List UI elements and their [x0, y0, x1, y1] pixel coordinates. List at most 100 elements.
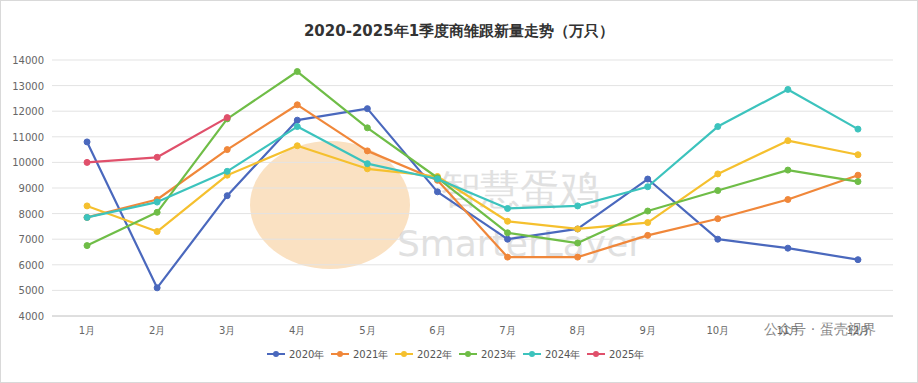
x-tick-label: 5月: [359, 325, 375, 336]
series-point: [645, 220, 651, 226]
series-point: [154, 199, 160, 205]
series-point: [855, 126, 861, 132]
chart: 2020-2025年1季度商雏跟新量走势（万只）智慧蛋鸡SmarterLayer…: [0, 0, 918, 383]
y-tick-label: 8000: [19, 209, 44, 220]
series-point: [154, 285, 160, 291]
grid-line: [52, 290, 893, 291]
series-point: [715, 236, 721, 242]
legend-label: 2021年: [353, 349, 388, 360]
series-point: [224, 193, 230, 199]
series-line: [87, 89, 858, 217]
series-point: [224, 147, 230, 153]
series-point: [434, 189, 440, 195]
series-point: [84, 139, 90, 145]
series-point: [785, 245, 791, 251]
series-line: [87, 141, 858, 232]
series-point: [715, 171, 721, 177]
y-tick-label: 9000: [19, 183, 44, 194]
x-tick-label: 12月: [847, 325, 870, 336]
series-point: [84, 159, 90, 165]
series-point: [645, 232, 651, 238]
annotation: 公众号 · 蛋壳视界: [764, 321, 875, 337]
series-point: [855, 179, 861, 185]
series-point: [645, 184, 651, 190]
series-point: [84, 214, 90, 220]
series-point: [364, 148, 370, 154]
series-point: [715, 216, 721, 222]
watermark-shape: [250, 141, 410, 269]
x-tick-label: 2月: [149, 325, 165, 336]
series-point: [84, 214, 90, 220]
y-tick-label: 11000: [12, 132, 44, 143]
y-tick-label: 7000: [19, 234, 44, 245]
series-point: [294, 124, 300, 130]
legend-marker: [593, 351, 599, 357]
series-point: [715, 188, 721, 194]
series-point: [154, 209, 160, 215]
x-tick-label: 9月: [640, 325, 656, 336]
series-point: [224, 168, 230, 174]
series-point: [575, 226, 581, 232]
series-point: [224, 115, 230, 121]
y-tick-label: 12000: [12, 106, 44, 117]
series-point: [715, 124, 721, 130]
grid-line: [52, 85, 893, 86]
y-tick-label: 10000: [12, 157, 44, 168]
y-tick-label: 6000: [19, 260, 44, 271]
legend-marker: [465, 351, 471, 357]
grid-line: [52, 111, 893, 112]
x-tick-label: 8月: [569, 325, 585, 336]
plot-area: [84, 69, 861, 291]
x-tick-label: 7月: [499, 325, 515, 336]
series-point: [855, 152, 861, 158]
series-point: [785, 86, 791, 92]
series-point: [364, 161, 370, 167]
x-tick-label: 1月: [79, 325, 95, 336]
grid-line: [52, 136, 893, 137]
grid-line: [52, 264, 893, 265]
legend-label: 2022年: [417, 349, 452, 360]
legend-marker: [401, 351, 407, 357]
series-point: [645, 208, 651, 214]
x-tick-label: 11月: [777, 325, 800, 336]
series-point: [505, 205, 511, 211]
x-tick-label: 3月: [219, 325, 235, 336]
legend-marker: [273, 351, 279, 357]
title: 2020-2025年1季度商雏跟新量走势（万只）: [304, 22, 614, 40]
series-line: [87, 72, 858, 246]
series-point: [364, 125, 370, 131]
x-tick-label: 4月: [289, 325, 305, 336]
series-line: [87, 118, 227, 163]
series-point: [84, 243, 90, 249]
y-tick-label: 5000: [19, 285, 44, 296]
grid-line: [52, 162, 893, 163]
grid-line: [52, 316, 893, 317]
series-point: [505, 254, 511, 260]
series-point: [785, 167, 791, 173]
series-point: [294, 117, 300, 123]
series-point: [855, 257, 861, 263]
series-point: [785, 138, 791, 144]
series-point: [294, 143, 300, 149]
series-point: [575, 240, 581, 246]
series-point: [505, 218, 511, 224]
grid-line: [52, 188, 893, 189]
series-point: [294, 69, 300, 75]
series-point: [645, 176, 651, 182]
series-point: [84, 203, 90, 209]
series-point: [575, 226, 581, 232]
series-point: [154, 229, 160, 235]
series-point: [575, 254, 581, 260]
series-point: [505, 236, 511, 242]
legend-marker: [337, 351, 343, 357]
x-tick-label: 6月: [429, 325, 445, 336]
y-tick-label: 4000: [19, 311, 44, 322]
legend-label: 2023年: [481, 349, 516, 360]
series-point: [785, 197, 791, 203]
legend-label: 2025年: [609, 349, 644, 360]
series-point: [154, 154, 160, 160]
x-axis: [52, 316, 893, 317]
legend-marker: [529, 351, 535, 357]
series-point: [575, 203, 581, 209]
legend-label: 2020年: [289, 349, 324, 360]
